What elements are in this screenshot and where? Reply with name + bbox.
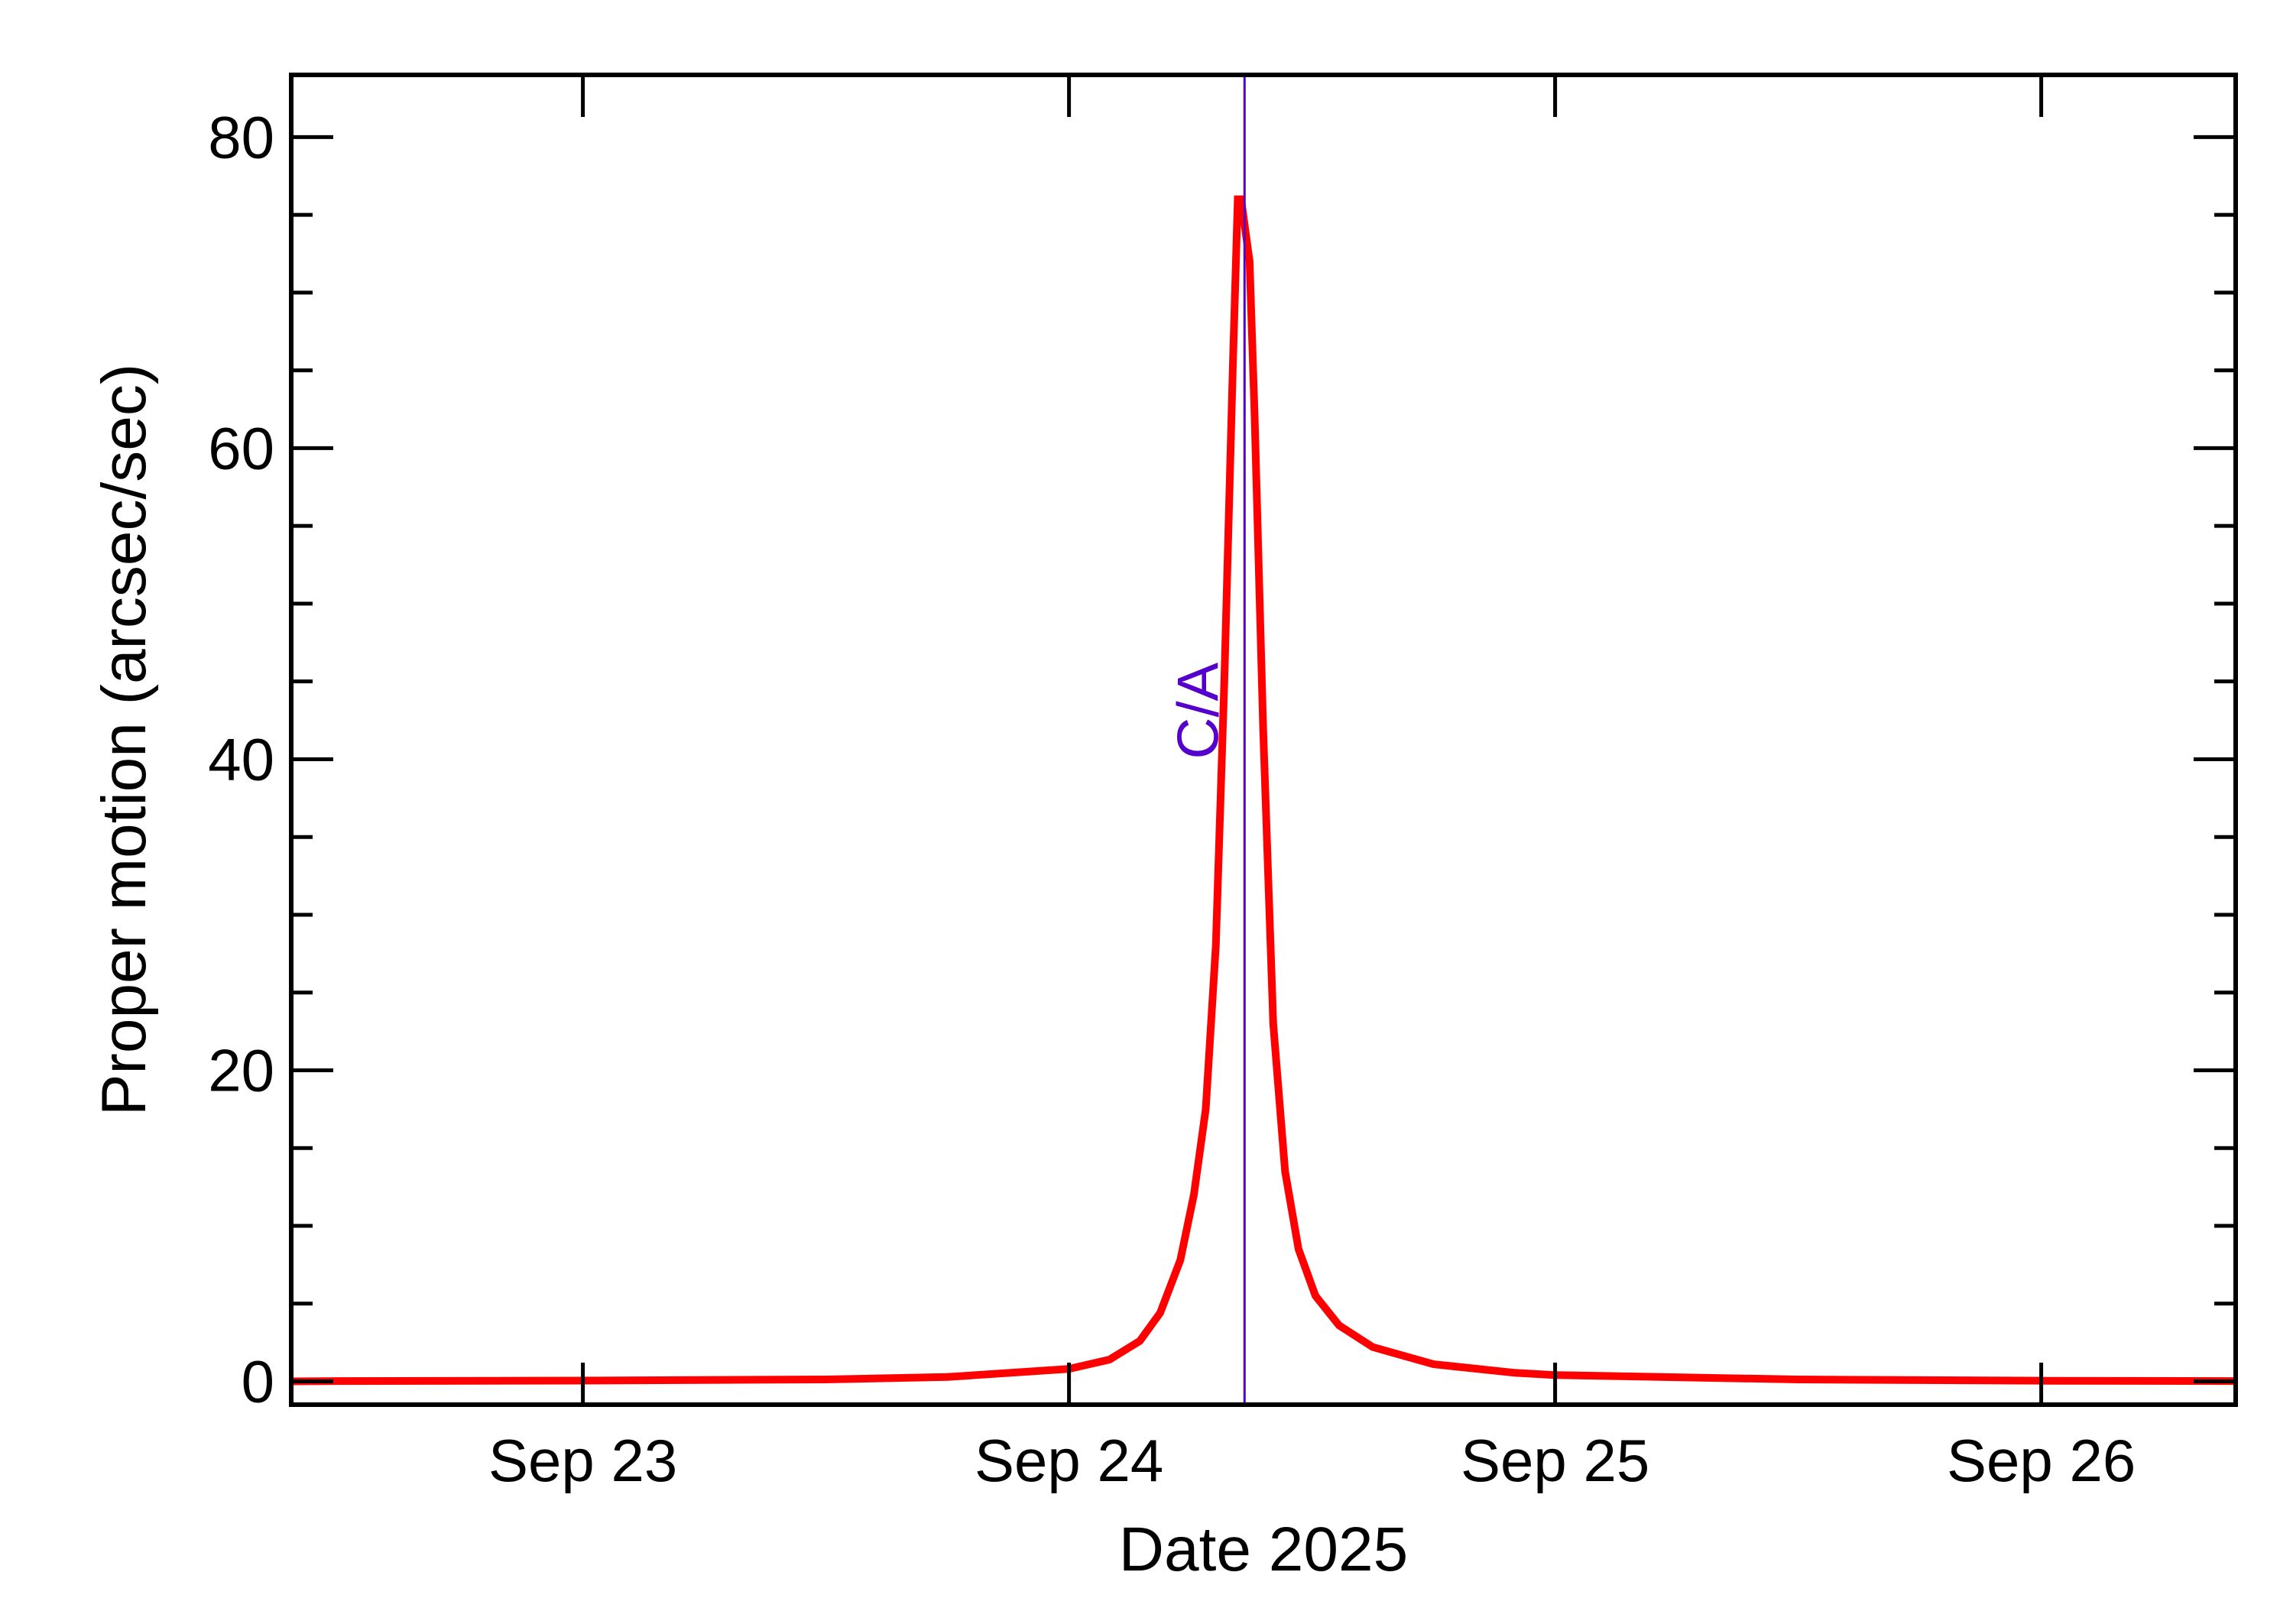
closest-approach-label: C/A [1166, 662, 1231, 759]
plot-frame [289, 73, 2238, 1407]
y-tick-label: 40 [208, 725, 274, 793]
y-tick-label: 60 [208, 414, 274, 481]
x-tick-label: Sep 24 [975, 1427, 1163, 1494]
x-tick-label: Sep 25 [1461, 1427, 1649, 1494]
x-tick-label: Sep 23 [488, 1427, 677, 1494]
x-tick-label: Sep 26 [1947, 1427, 2136, 1494]
series-line-1 [290, 195, 2236, 1386]
y-tick-label: 0 [242, 1347, 274, 1415]
series-layer [290, 195, 2236, 1386]
annotation-layer: C/A [1166, 75, 1246, 1405]
y-tick-label: 80 [208, 103, 274, 170]
axes-layer [289, 73, 2238, 1407]
y-axis-title: Proper motion (arcsec/sec) [89, 364, 159, 1116]
x-axis-title: Date 2025 [1119, 1515, 1408, 1584]
labels-layer: Date 2025 Proper motion (arcsec/sec) 0 20… [89, 103, 2136, 1584]
y-tick-label: 20 [208, 1036, 274, 1104]
